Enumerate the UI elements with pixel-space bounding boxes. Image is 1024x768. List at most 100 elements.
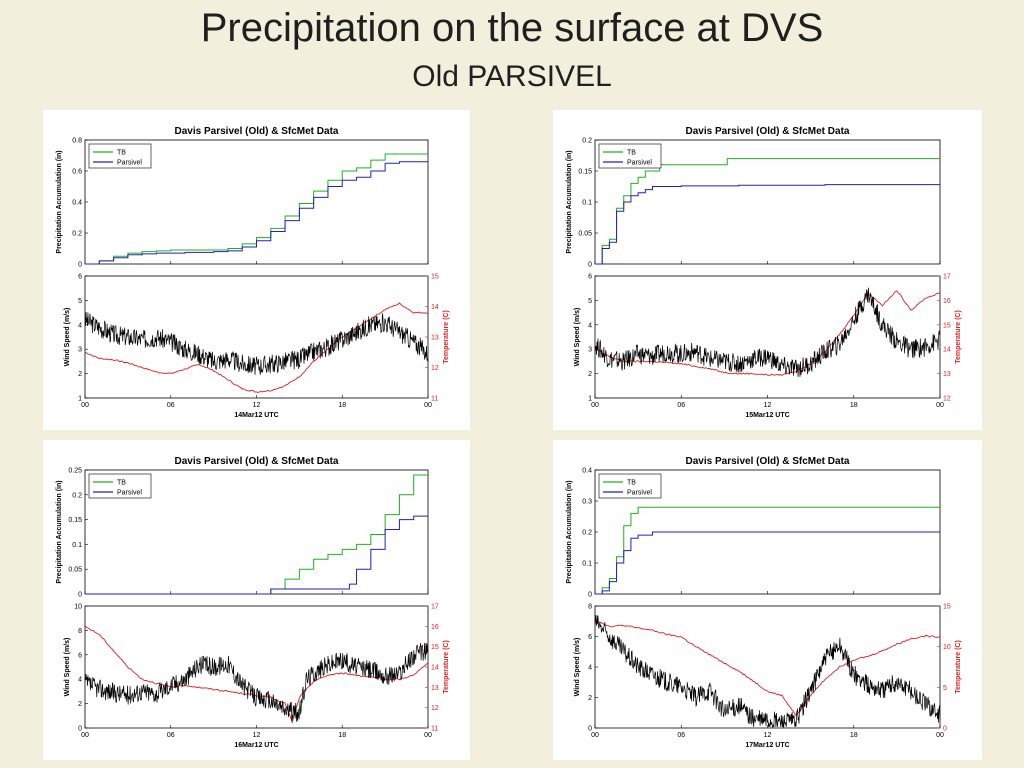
xtick-label: 00 [424, 402, 432, 409]
bottom-y2tick-label: 5 [943, 685, 947, 692]
legend: TB Parsivel [598, 143, 662, 169]
bottom-ytick-label: 0 [78, 726, 82, 733]
legend-label: TB [117, 480, 126, 487]
top-ytick-label: 0.2 [72, 492, 82, 499]
bottom-y2tick-label: 17 [431, 604, 439, 611]
wind-speed-line [84, 311, 429, 375]
top-ytick-label: 0.15 [578, 169, 592, 176]
bottom-y2tick-label: 14 [431, 304, 439, 311]
bottom-ytick-label: 8 [588, 604, 592, 611]
xtick-label: 00 [424, 732, 432, 739]
top-ytick-label: 0.6 [72, 169, 82, 176]
xtick-label: 00 [936, 402, 944, 409]
xtick-label: 18 [338, 402, 346, 409]
bottom-ylabel: Wind Speed (m/s) [64, 308, 71, 367]
bottom-y2tick-label: 10 [943, 644, 951, 651]
top-ytick-label: 0.05 [68, 567, 82, 574]
bottom-ytick-label: 5 [588, 298, 592, 305]
bottom-y2tick-label: 13 [431, 685, 439, 692]
x-axis-label: 17Mar12 UTC [745, 742, 789, 749]
bottom-y2tick-label: 14 [431, 665, 439, 672]
bottom-ytick-label: 2 [78, 701, 82, 708]
legend: TB Parsivel [88, 143, 152, 169]
bottom-ytick-label: 4 [78, 677, 82, 684]
bottom-y2tick-label: 12 [431, 365, 439, 372]
chart-title: Davis Parsivel (Old) & SfcMet Data [686, 126, 850, 137]
chart-title: Davis Parsivel (Old) & SfcMet Data [686, 456, 850, 467]
x-axis-label: 16Mar12 UTC [234, 742, 278, 749]
bottom-y2tick-label: 16 [431, 624, 439, 631]
bottom-y2label: Temperature (C) [443, 310, 450, 364]
legend-label: Parsivel [627, 490, 652, 497]
top-ylabel: Precipitation Accumulation (in) [566, 150, 573, 253]
xtick-label: 00 [81, 402, 89, 409]
legend-label: Parsivel [117, 490, 142, 497]
chart-panel-3: Davis Parsivel (Old) & SfcMet Data 0 0.05 0… [43, 440, 470, 760]
chart-panel-4: Davis Parsivel (Old) & SfcMet Data 0 0.1 0.… [553, 440, 982, 760]
xtick-label: 06 [167, 732, 175, 739]
bottom-ylabel: Wind Speed (m/s) [574, 638, 581, 697]
legend-box [598, 473, 662, 499]
bottom-ytick-label: 5 [78, 298, 82, 305]
series-parsivel-line [595, 531, 940, 595]
xtick-label: 00 [936, 732, 944, 739]
bottom-y2tick-label: 15 [431, 644, 439, 651]
bottom-ytick-label: 0 [588, 726, 592, 733]
xtick-label: 12 [764, 732, 772, 739]
bottom-y2label: Temperature (C) [955, 310, 962, 364]
bottom-ytick-label: 3 [78, 347, 82, 354]
chart-svg: Davis Parsivel (Old) & SfcMet Data 0 0.05 0… [566, 126, 962, 419]
bottom-axes-frame [594, 605, 941, 729]
xtick-label: 12 [253, 402, 261, 409]
bottom-ytick-label: 10 [74, 604, 82, 611]
xtick-label: 18 [850, 402, 858, 409]
top-ytick-label: 0.8 [72, 138, 82, 145]
top-ytick-label: 0.05 [578, 231, 592, 238]
legend-box [88, 473, 152, 499]
top-ytick-label: 0.2 [72, 231, 82, 238]
wind-speed-line [594, 287, 941, 378]
bottom-ytick-label: 6 [78, 274, 82, 281]
legend-label: Parsivel [627, 160, 652, 167]
bottom-y2tick-label: 17 [943, 274, 951, 281]
bottom-y2tick-label: 15 [431, 274, 439, 281]
bottom-ytick-label: 2 [78, 371, 82, 378]
legend: TB Parsivel [598, 473, 662, 499]
series-parsivel-line [595, 184, 940, 265]
top-ytick-label: 0 [588, 592, 592, 599]
bottom-y2tick-label: 12 [943, 396, 951, 403]
bottom-ytick-label: 1 [588, 396, 592, 403]
bottom-ytick-label: 2 [588, 371, 592, 378]
top-ytick-label: 0 [588, 262, 592, 269]
legend-box [88, 143, 152, 169]
series-tb-line [595, 158, 940, 265]
top-ytick-label: 0.2 [582, 138, 592, 145]
bottom-axes-frame [84, 275, 429, 399]
bottom-y2tick-label: 13 [943, 371, 951, 378]
bottom-ytick-label: 6 [588, 634, 592, 641]
bottom-y2tick-label: 13 [431, 335, 439, 342]
top-ytick-label: 0.1 [582, 561, 592, 568]
legend-label: TB [627, 150, 636, 157]
series-parsivel-line [85, 515, 429, 595]
legend-label: Parsivel [117, 160, 142, 167]
bottom-y2tick-label: 11 [431, 726, 438, 733]
top-ytick-label: 0.4 [72, 200, 82, 207]
top-ytick-label: 0.1 [72, 542, 82, 549]
bottom-ytick-label: 4 [78, 322, 82, 329]
top-ylabel: Precipitation Accumulation (in) [566, 480, 573, 583]
xtick-label: 06 [677, 732, 685, 739]
legend-label: TB [117, 150, 126, 157]
legend: TB Parsivel [88, 473, 152, 499]
top-ylabel: Precipitation Accumulation (in) [56, 480, 63, 583]
xtick-label: 06 [677, 402, 685, 409]
top-ytick-label: 0.1 [582, 200, 592, 207]
bottom-ylabel: Wind Speed (m/s) [574, 308, 581, 367]
bottom-ylabel: Wind Speed (m/s) [64, 638, 71, 697]
top-ytick-label: 0.3 [582, 499, 592, 506]
bottom-y2tick-label: 11 [431, 396, 438, 403]
bottom-ytick-label: 3 [588, 347, 592, 354]
top-ytick-label: 0.2 [582, 530, 592, 537]
wind-speed-line [594, 614, 941, 728]
xtick-label: 00 [591, 732, 599, 739]
